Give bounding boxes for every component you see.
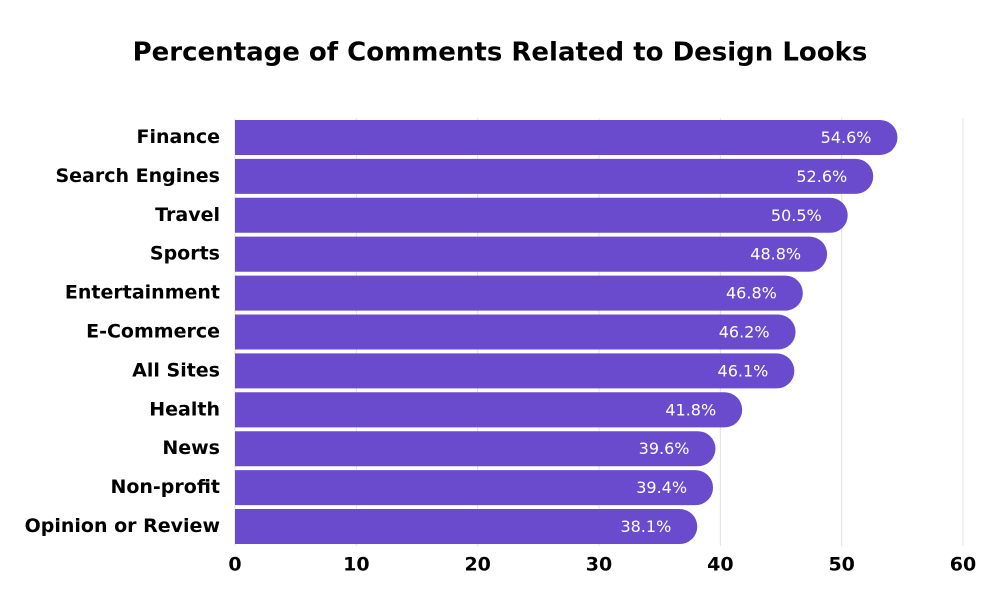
x-tick-label: 20 bbox=[464, 554, 490, 576]
value-label: 38.1% bbox=[620, 517, 671, 536]
value-label: 48.8% bbox=[750, 245, 801, 264]
bar bbox=[235, 158, 874, 194]
value-label: 54.6% bbox=[821, 128, 872, 147]
x-tick-label: 30 bbox=[586, 554, 612, 576]
x-tick-label: 10 bbox=[343, 554, 369, 576]
y-tick-label: Non-profit bbox=[110, 476, 220, 498]
bar bbox=[235, 509, 698, 545]
chart-title: Percentage of Comments Related to Design… bbox=[133, 38, 868, 68]
bar bbox=[235, 392, 743, 428]
y-tick-label: E-Commerce bbox=[86, 321, 220, 343]
value-label: 50.5% bbox=[771, 206, 822, 225]
y-tick-label: Health bbox=[149, 398, 220, 420]
y-tick-label: Entertainment bbox=[65, 282, 220, 304]
x-tick-label: 50 bbox=[828, 554, 854, 576]
y-tick-label: News bbox=[162, 437, 220, 459]
bar bbox=[235, 431, 716, 467]
value-label: 39.6% bbox=[639, 439, 690, 458]
bar bbox=[235, 119, 898, 155]
bar bbox=[235, 470, 714, 506]
bar bbox=[235, 314, 796, 350]
bar bbox=[235, 236, 828, 272]
y-tick-label: Finance bbox=[136, 126, 220, 148]
x-tick-label: 60 bbox=[950, 554, 976, 576]
value-label: 46.1% bbox=[718, 361, 769, 380]
y-tick-label: All Sites bbox=[132, 359, 220, 381]
value-label: 41.8% bbox=[665, 400, 716, 419]
y-tick-label: Search Engines bbox=[55, 165, 220, 187]
value-label: 52.6% bbox=[796, 167, 847, 186]
bar bbox=[235, 275, 803, 311]
y-tick-label: Opinion or Review bbox=[25, 515, 220, 537]
value-label: 46.2% bbox=[719, 323, 770, 342]
value-label: 46.8% bbox=[726, 284, 777, 303]
y-tick-label: Sports bbox=[150, 243, 220, 265]
value-label: 39.4% bbox=[636, 478, 687, 497]
x-tick-label: 0 bbox=[228, 554, 241, 576]
bar bbox=[235, 353, 795, 389]
x-tick-label: 40 bbox=[707, 554, 733, 576]
bar bbox=[235, 197, 848, 233]
y-tick-label: Travel bbox=[155, 204, 220, 226]
